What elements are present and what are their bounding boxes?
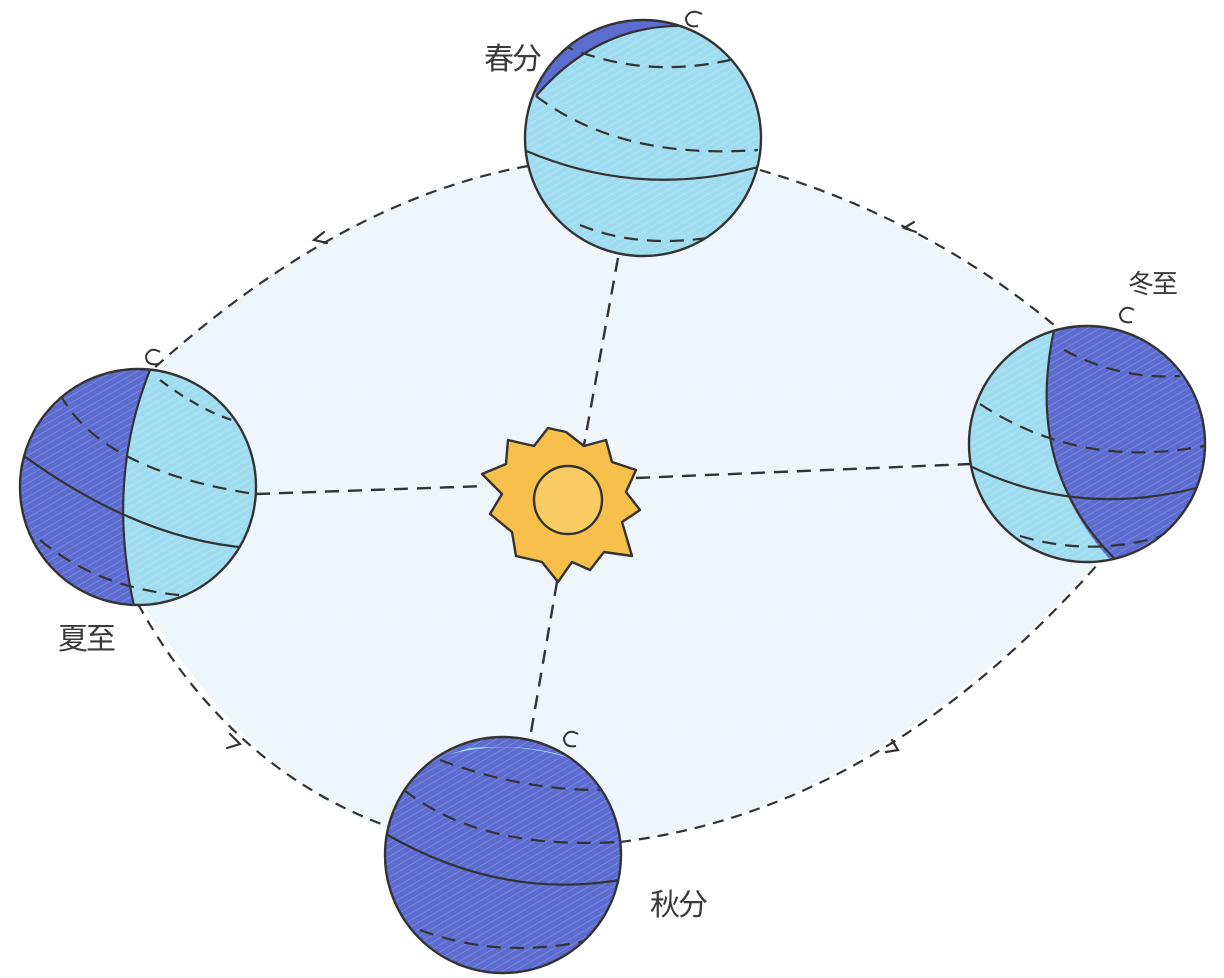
label-winter-solstice: 冬至 <box>1128 270 1178 300</box>
orbit-direction-arrow-icon <box>225 220 918 754</box>
earth-autumn-equinox <box>383 730 623 975</box>
sun-icon <box>480 426 642 584</box>
sun-earth-lines <box>255 257 971 739</box>
label-summer-solstice: 夏至 <box>58 622 116 657</box>
rotation-arrow-icon <box>1118 306 1135 324</box>
earth-spring-equinox <box>523 10 763 258</box>
orbit-path <box>137 164 1099 844</box>
earth-winter-solstice <box>967 306 1207 564</box>
label-autumn-equinox: 秋分 <box>650 888 708 923</box>
earth-summer-solstice <box>18 348 258 607</box>
rotation-arrow-icon <box>684 10 703 28</box>
label-spring-equinox: 春分 <box>484 42 542 77</box>
rotation-arrow-icon <box>144 348 161 366</box>
rotation-arrow-icon <box>562 730 579 748</box>
